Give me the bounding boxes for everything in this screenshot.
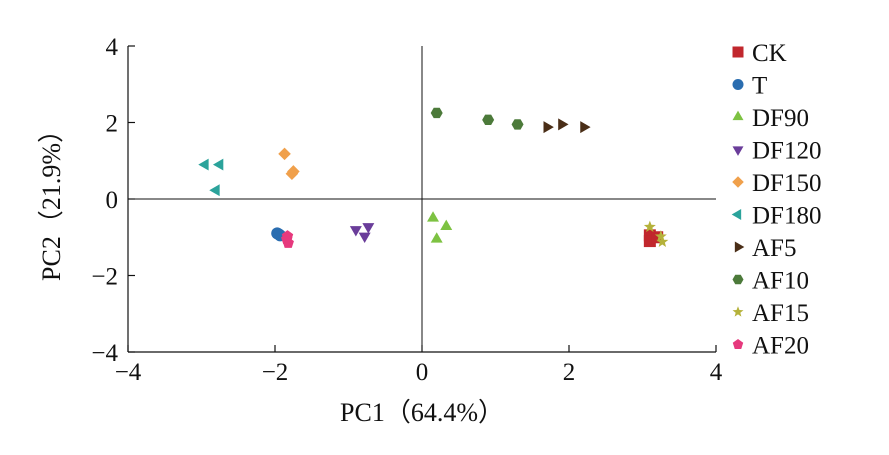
point-af10 [430, 107, 443, 119]
y-tick-label: 4 [106, 34, 119, 61]
legend-label-af10: AF10 [752, 268, 809, 295]
legend-label-df180: DF180 [752, 203, 821, 230]
x-tick-label: −4 [115, 359, 142, 386]
legend-label-df150: DF150 [752, 170, 821, 197]
legend-marker-df120 [732, 146, 744, 156]
legend-item-af20: AF20 [732, 333, 809, 360]
point-df150 [278, 147, 291, 161]
y-axis-ticks: −4 −2 0 2 4 [91, 34, 135, 367]
legend: CK T DF90 DF120 DF150 DF180 AF5 AF10 AF15 AF20 [731, 40, 821, 360]
y-tick-label: 0 [106, 187, 119, 214]
legend-marker-af10 [732, 274, 744, 285]
legend-item-af15: AF15 [732, 300, 809, 327]
legend-label-ck: CK [752, 40, 787, 67]
point-af5 [558, 118, 569, 131]
point-af15 [643, 220, 656, 233]
x-tick-label: 2 [563, 359, 576, 386]
legend-marker-ck [732, 46, 744, 58]
legend-label-df90: DF90 [752, 105, 809, 132]
legend-marker-af5 [734, 241, 745, 253]
legend-item-af5: AF5 [734, 235, 796, 262]
legend-item-t: T [732, 73, 767, 100]
legend-label-t: T [752, 73, 767, 100]
point-df180 [198, 158, 209, 171]
point-af5 [543, 121, 554, 134]
point-df180 [209, 184, 220, 197]
data-points [198, 107, 669, 248]
legend-marker-t [732, 79, 744, 90]
point-af20 [281, 233, 293, 245]
point-af5 [580, 121, 591, 134]
point-df90 [427, 211, 440, 222]
legend-item-ck: CK [732, 40, 787, 67]
x-axis-ticks: −4 −2 0 2 4 [115, 345, 723, 386]
point-af10 [511, 119, 524, 130]
y-tick-label: −4 [91, 340, 118, 367]
point-af15 [654, 230, 667, 242]
x-tick-label: −2 [262, 359, 289, 386]
legend-item-af10: AF10 [732, 268, 809, 295]
legend-item-df180: DF180 [731, 203, 821, 230]
legend-label-af5: AF5 [752, 235, 796, 262]
x-axis-title: PC1（64.4%） [340, 398, 504, 427]
point-df120 [362, 223, 375, 234]
point-df90 [440, 219, 453, 230]
legend-label-df120: DF120 [752, 138, 821, 165]
point-af15 [656, 235, 669, 247]
legend-marker-df180 [731, 209, 742, 220]
zero-lines [128, 46, 716, 352]
y-tick-label: 2 [106, 111, 119, 138]
point-df150 [285, 167, 299, 181]
point-df180 [212, 158, 224, 171]
point-df90 [430, 232, 443, 243]
y-axis-title: PC2（21.9%） [37, 117, 66, 281]
legend-marker-df150 [732, 176, 744, 188]
x-tick-label: 4 [710, 359, 723, 386]
legend-marker-af20 [732, 339, 744, 349]
point-af10 [482, 114, 495, 126]
legend-item-df90: DF90 [732, 105, 809, 132]
point-df120 [358, 232, 371, 244]
x-tick-label: 0 [416, 359, 429, 386]
legend-item-df120: DF120 [732, 138, 821, 165]
legend-label-af15: AF15 [752, 300, 809, 327]
legend-marker-df90 [732, 110, 744, 121]
legend-marker-af15 [732, 306, 744, 317]
y-tick-label: −2 [91, 264, 118, 291]
legend-label-af20: AF20 [752, 333, 809, 360]
point-df120 [349, 226, 362, 237]
legend-item-df150: DF150 [732, 170, 821, 197]
